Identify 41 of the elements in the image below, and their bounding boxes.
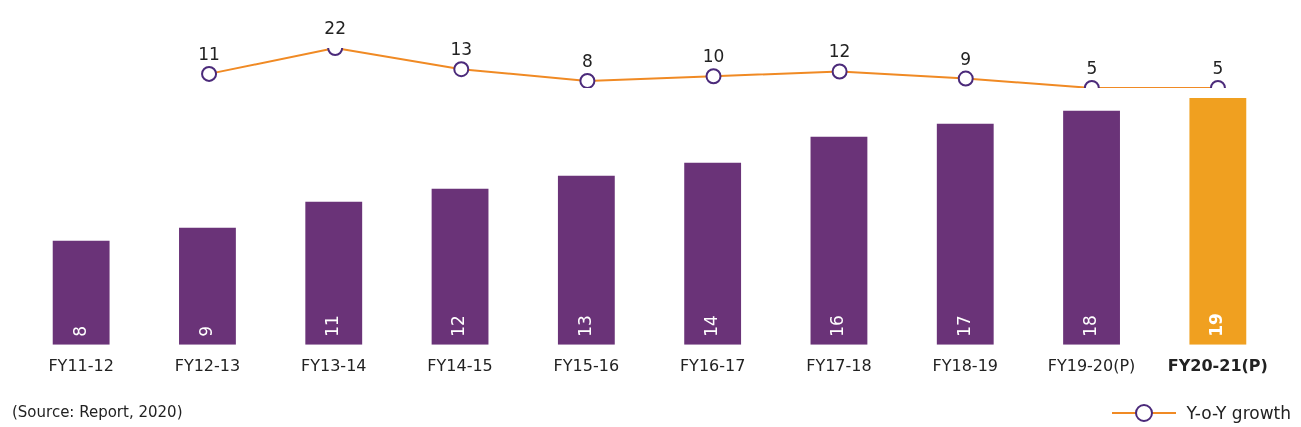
bar [936,123,994,345]
data-label: 11 [322,315,343,337]
data-label: 12 [448,315,469,337]
data-label: 16 [827,315,848,337]
bar [684,162,742,345]
data-label: 14 [701,315,722,337]
data-label: 19 [1206,313,1227,337]
data-label: 13 [450,39,473,60]
data-label: 12 [828,41,851,62]
data-label: 17 [953,315,974,337]
x-tick-label: FY11-12 [48,355,114,375]
data-label: 8 [69,325,90,337]
bar [52,240,110,345]
data-label: 13 [574,315,595,337]
bar [305,201,363,345]
data-label: 9 [195,325,216,337]
bar [1189,97,1247,345]
data-label: 9 [960,48,972,69]
data-label: 8 [581,50,593,71]
bar [431,188,489,345]
data-label: 22 [324,17,346,38]
x-tick-label: FY15-16 [553,355,620,375]
x-tick-label: FY19-20(P) [1047,355,1136,375]
x-tick-label: FY18-19 [932,355,998,375]
data-label: 10 [702,46,725,67]
x-tick-label: FY12-13 [174,355,241,375]
x-tick-label: FY14-15 [427,355,493,375]
bar [179,227,236,345]
legend-label: Y-o-Y growth [1186,403,1291,423]
bar [1063,110,1120,345]
x-tick-label: FY20-21(P) [1167,355,1268,375]
x-tick-label: FY16-17 [679,355,746,375]
data-label: 18 [1079,315,1100,337]
data-label: 11 [198,43,220,64]
bar [810,136,868,345]
x-tick-label: FY13-14 [301,355,367,375]
data-label: 5 [1212,57,1224,78]
x-tick-label: FY17-18 [806,355,872,375]
text: (Source: Report, 2020) [12,403,183,421]
data-label: 5 [1086,57,1098,78]
bar [557,175,615,345]
